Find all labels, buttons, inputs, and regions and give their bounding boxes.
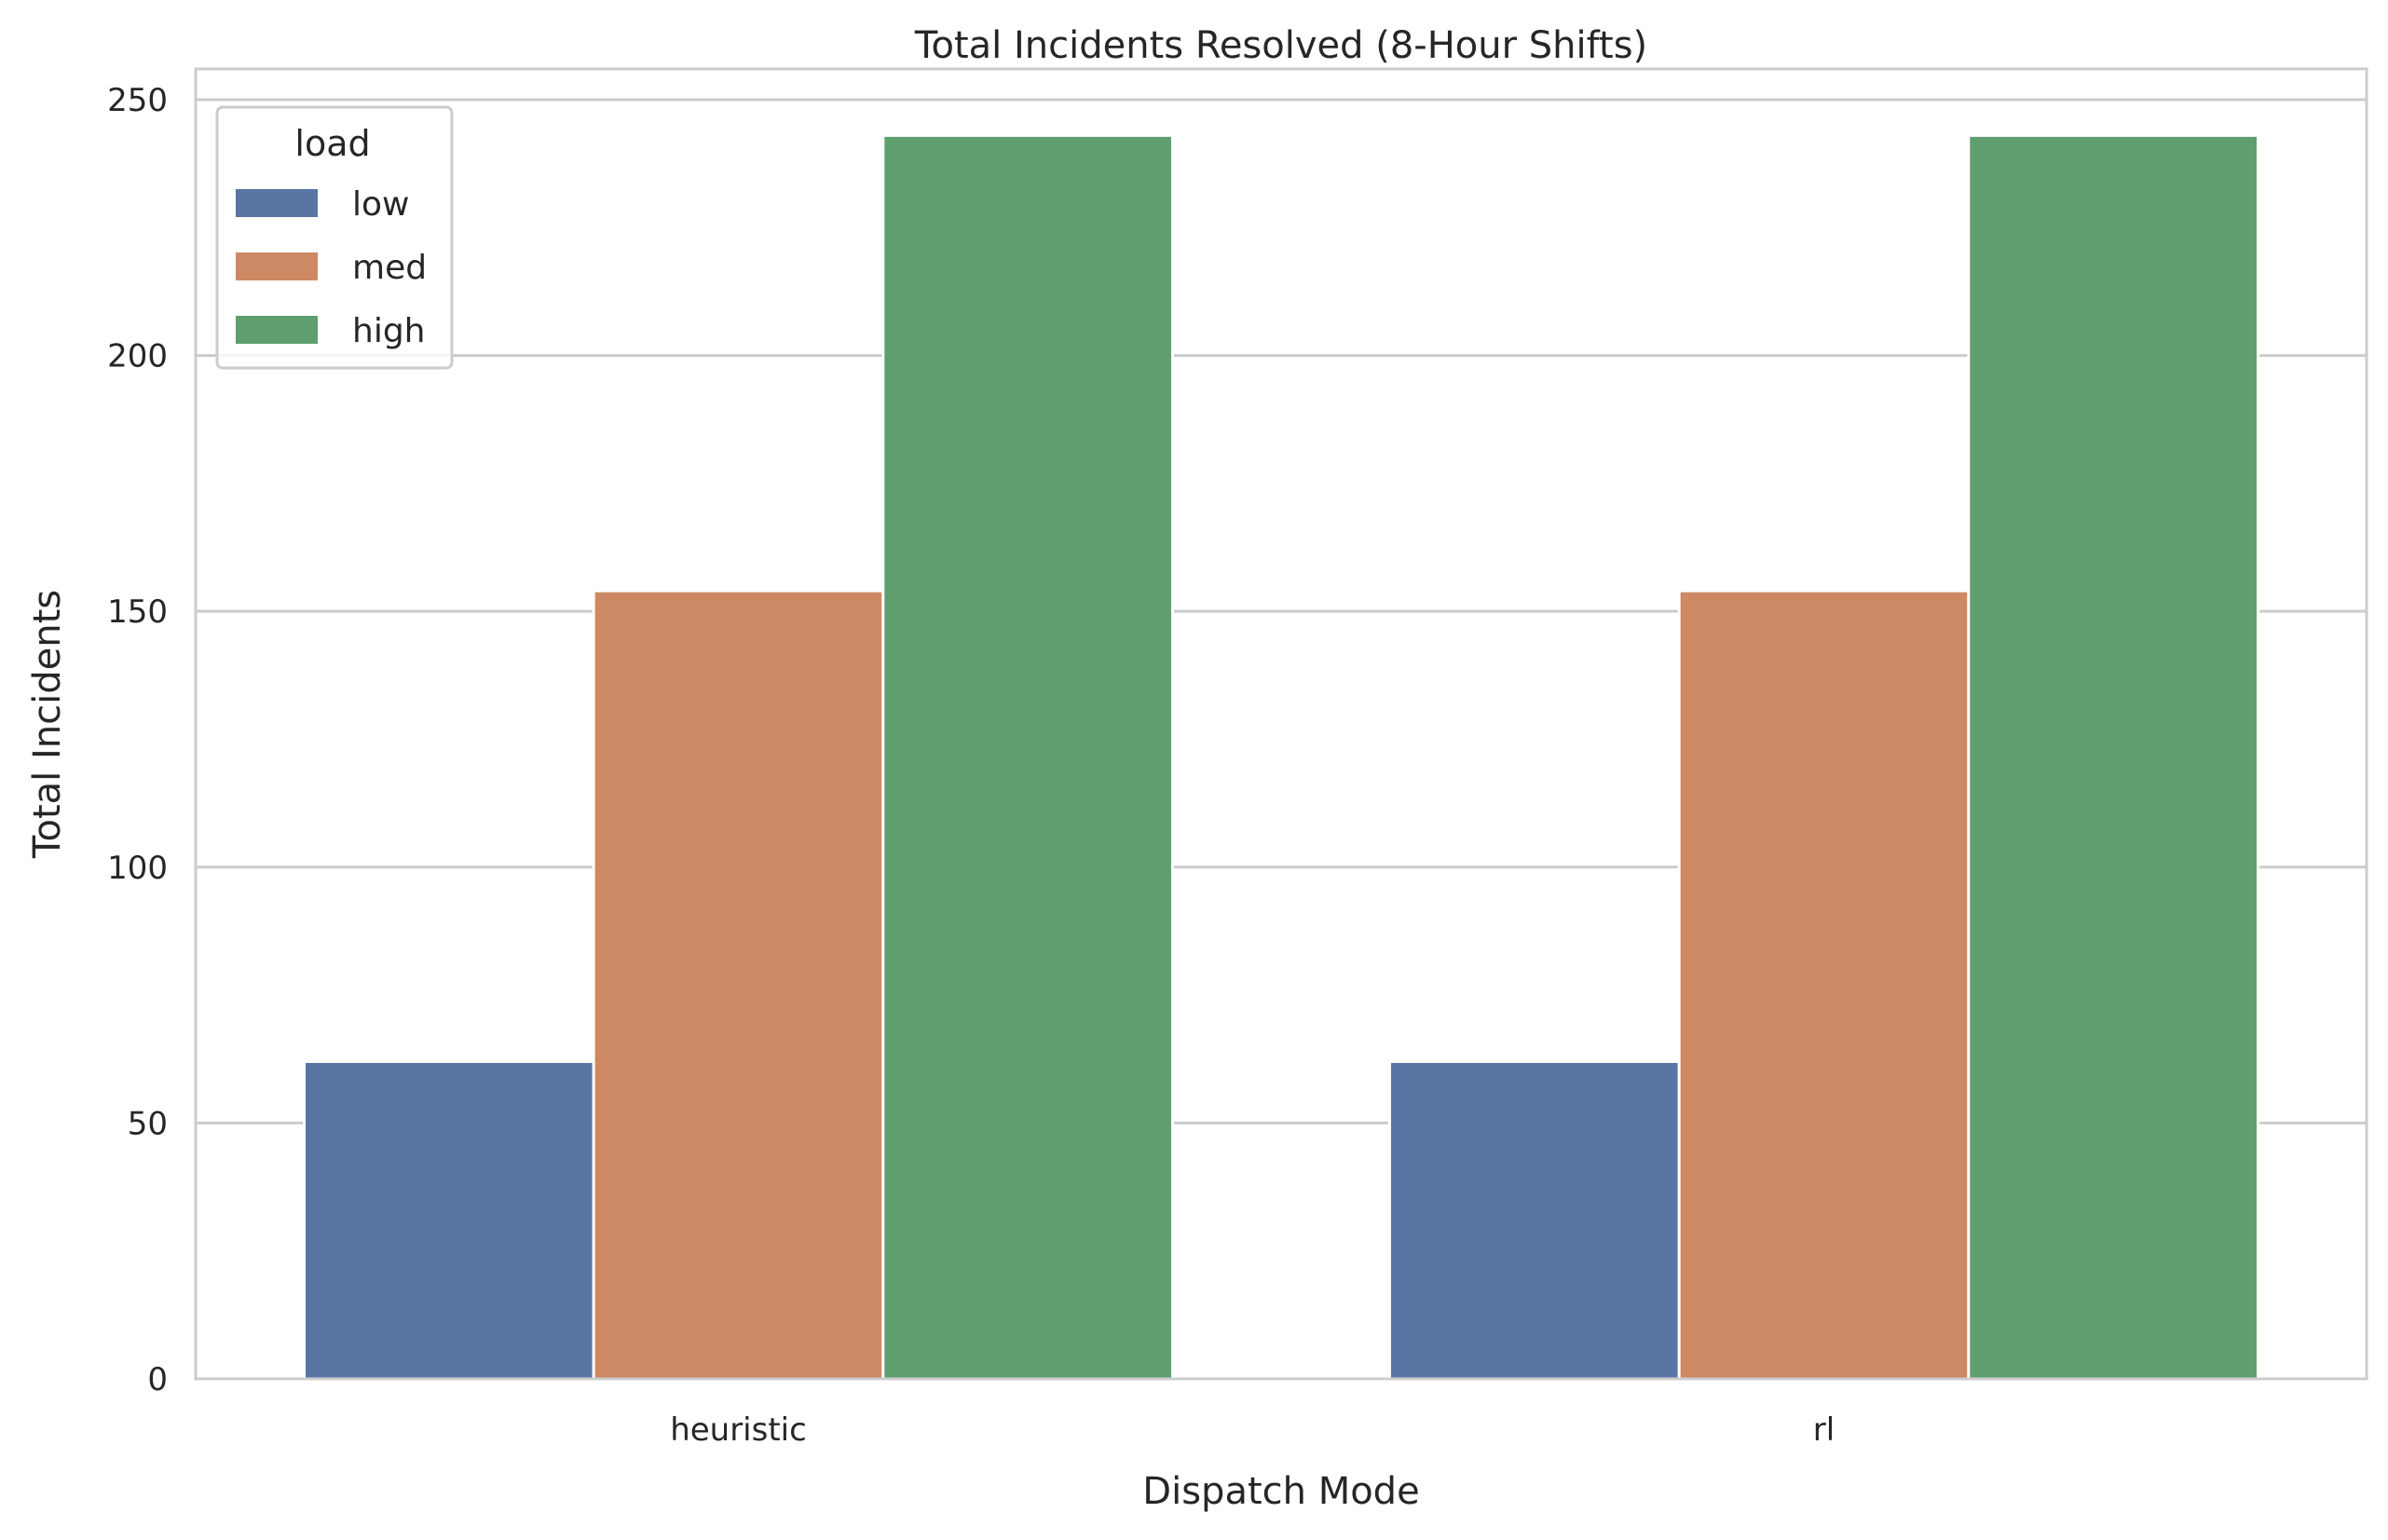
y-tick-label-50: 50 xyxy=(128,1105,168,1142)
plot-frame xyxy=(194,67,2368,1381)
x-tick-label-rl: rl xyxy=(1813,1411,1835,1449)
legend-swatch-high xyxy=(236,316,318,344)
legend-box xyxy=(215,105,454,370)
y-axis-ticks: 0 50 100 150 200 250 xyxy=(107,82,168,1398)
x-axis-ticks: heuristic rl xyxy=(670,1411,1835,1449)
y-axis-label: Total Incidents xyxy=(26,590,69,859)
y-tick-label-100: 100 xyxy=(107,850,168,887)
bar-rl-low xyxy=(1388,1059,1681,1381)
chart-title: Total Incidents Resolved (8-Hour Shifts) xyxy=(914,24,1647,67)
legend-label-low: low xyxy=(352,185,409,224)
y-tick-label-200: 200 xyxy=(107,338,168,375)
y-tick-label-150: 150 xyxy=(107,593,168,631)
bars xyxy=(303,133,2259,1381)
legend-title: load xyxy=(294,123,370,164)
legend-swatch-med xyxy=(236,252,318,280)
legend-label-high: high xyxy=(352,312,426,350)
y-tick-label-0: 0 xyxy=(147,1361,168,1398)
x-tick-label-heuristic: heuristic xyxy=(670,1411,807,1449)
legend-label-med: med xyxy=(352,249,427,287)
bar-heuristic-low xyxy=(303,1059,595,1381)
bar-rl-med xyxy=(1677,589,1971,1381)
bar-heuristic-high xyxy=(881,133,1174,1381)
bar-rl-high xyxy=(1967,133,2259,1381)
y-tick-label-250: 250 xyxy=(107,82,168,119)
legend-swatch-low xyxy=(236,189,318,217)
legend: load low med high xyxy=(215,105,454,370)
x-axis-label: Dispatch Mode xyxy=(1142,1470,1419,1513)
bar-heuristic-med xyxy=(592,589,885,1381)
legend-items: low med high xyxy=(236,185,427,350)
